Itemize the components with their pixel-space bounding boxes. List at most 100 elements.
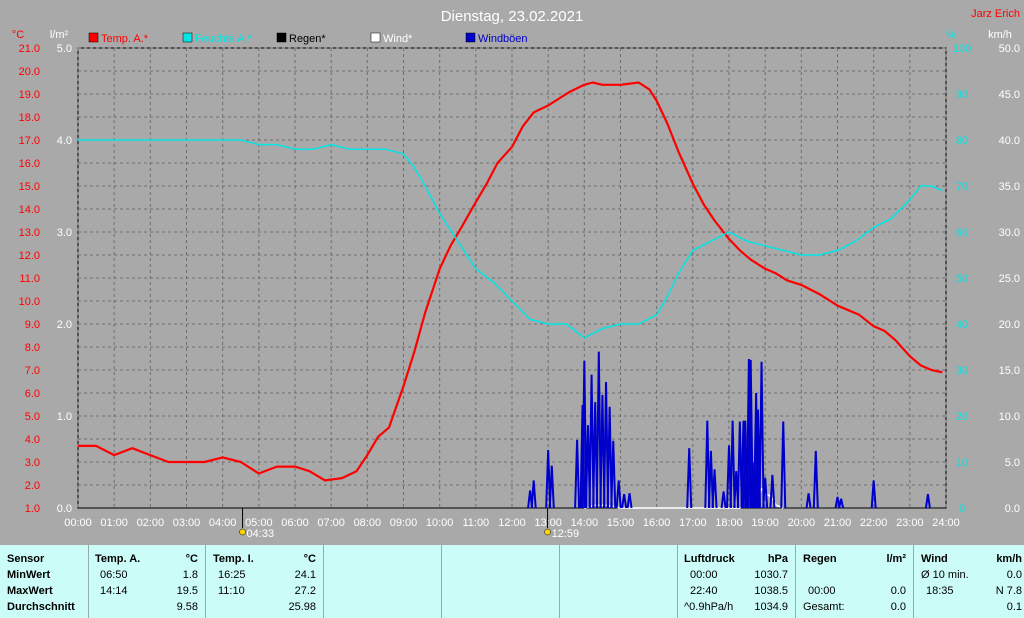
rain-max-time: 00:00: [808, 585, 836, 597]
humidity-tick-label: 100: [953, 43, 971, 55]
axes-labels: 21.0 20.0 19.0 18.0 17.0 16.0 15.0 14.0 13.0 12.0…: [12, 8, 1020, 540]
humidity-unit-label: %: [946, 29, 956, 41]
rain-tick-label: 2.0: [57, 319, 72, 331]
pressure-unit: hPa: [767, 553, 788, 565]
wind-unit-label: km/h: [988, 29, 1012, 41]
time-tick-label: 02:00: [137, 517, 165, 529]
summary-table: Sensor MinWert MaxWert Durchschnitt Temp…: [0, 545, 1024, 618]
time-tick-label: 23:00: [896, 517, 924, 529]
temp-a-avg: 9.58: [176, 601, 198, 613]
windboeen-burst: [704, 420, 711, 509]
legend-label: Windböen: [478, 33, 528, 45]
windboeen-burst: [686, 448, 693, 509]
humidity-tick-label: 70: [956, 181, 968, 193]
legend-label: Wind*: [383, 33, 413, 45]
time-tick-label: 18:00: [715, 517, 743, 529]
wind-min: 0.0: [1006, 569, 1022, 581]
pressure-header: Luftdruck: [684, 553, 735, 565]
temp-tick-label: 11.0: [19, 273, 40, 285]
wind-unit: km/h: [996, 553, 1022, 565]
wind-tick-label: 30.0: [999, 227, 1020, 239]
legend-label: Feuchte A.*: [195, 33, 253, 45]
humidity-tick-label: 50: [956, 273, 968, 285]
windboeen-burst: [834, 496, 841, 509]
temp-tick-label: 16.0: [19, 158, 40, 170]
temp-tick-label: 7.0: [25, 365, 40, 377]
windboeen-burst: [924, 494, 931, 509]
legend-swatch: [182, 32, 193, 43]
windboeen-burst: [780, 421, 787, 509]
sunrise-label: 04:33: [247, 528, 275, 540]
sunset-label: 12:59: [552, 528, 580, 540]
windboeen-burst: [574, 439, 581, 509]
windboeen-burst: [603, 381, 610, 509]
temp-tick-label: 14.0: [19, 204, 40, 216]
time-tick-label: 20:00: [788, 517, 816, 529]
temp-tick-label: 20.0: [19, 66, 40, 78]
time-tick-label: 09:00: [390, 517, 418, 529]
legend-swatch: [465, 32, 476, 43]
temp-tick-label: 8.0: [25, 342, 40, 354]
temp-tick-label: 5.0: [25, 411, 40, 423]
windboeen-burst: [545, 450, 552, 509]
rain-tick-label: 5.0: [57, 43, 72, 55]
windboeen-burst: [626, 493, 633, 509]
humidity-tick-label: 90: [956, 89, 968, 101]
wind-max: N 7.8: [995, 585, 1022, 597]
temp-tick-label: 21.0: [19, 43, 40, 55]
time-tick-label: 03:00: [173, 517, 201, 529]
legend-label: Temp. A.*: [101, 33, 149, 45]
pressure-avg: 1034.9: [754, 601, 788, 613]
pressure-trend: ^0.9hPa/h: [684, 601, 734, 613]
time-tick-label: 08:00: [354, 517, 382, 529]
humidity-tick-label: 10: [956, 457, 968, 469]
windboeen-burst: [615, 480, 622, 509]
temp-i-max-time: 11:10: [218, 585, 245, 597]
legend-swatch: [88, 32, 99, 43]
rain-tick-label: 1.0: [57, 411, 72, 423]
temp-tick-label: 2.0: [25, 480, 40, 492]
windboeen-burst: [769, 474, 776, 509]
temp-tick-label: 13.0: [19, 227, 40, 239]
temp-tick-label: 4.0: [25, 434, 40, 446]
temp-i-unit: °C: [303, 553, 316, 565]
windboeen-burst: [711, 469, 718, 509]
pressure-max-time: 22:40: [690, 585, 718, 597]
windboeen-burst: [588, 374, 595, 509]
time-tick-label: 19:00: [751, 517, 779, 529]
rain-total-label: Gesamt:: [803, 601, 845, 613]
wind-max-time: 18:35: [926, 585, 954, 597]
wind-tick-label: 5.0: [1005, 457, 1020, 469]
time-tick-label: 22:00: [860, 517, 888, 529]
row-label-min: MinWert: [7, 569, 51, 581]
humidity-tick-label: 30: [956, 365, 968, 377]
temp-tick-label: 15.0: [19, 181, 40, 193]
windboeen-burst: [707, 450, 714, 509]
time-tick-label: 01:00: [100, 517, 128, 529]
temp-tick-label: 18.0: [19, 112, 40, 124]
windboeen-burst: [581, 360, 588, 509]
wind-header: Wind: [921, 553, 948, 565]
legend-label: Regen*: [289, 33, 326, 45]
windboeen-burst: [805, 493, 812, 509]
wind-tick-label: 20.0: [999, 319, 1020, 331]
sunrise-icon: [239, 528, 246, 536]
humidity-tick-label: 60: [956, 227, 968, 239]
chart-grid: [77, 47, 947, 509]
time-tick-label: 05:00: [245, 517, 273, 529]
temp-tick-label: 3.0: [25, 457, 40, 469]
temp-tick-label: 10.0: [19, 296, 40, 308]
temp-i-max: 27.2: [294, 585, 316, 597]
rain-unit: l/m²: [886, 553, 906, 565]
plot-area: [78, 81, 946, 509]
wind-avg-period: Ø 10 min.: [921, 569, 969, 581]
windboeen-burst: [530, 480, 537, 509]
windboeen-burst: [812, 450, 819, 509]
row-label-avg: Durchschnitt: [7, 601, 75, 613]
temp-a-max-time: 14:14: [100, 585, 128, 597]
wind-tick-label: 40.0: [999, 135, 1020, 147]
time-tick-label: 00:00: [64, 517, 92, 529]
pressure-min-time: 00:00: [690, 569, 718, 581]
time-tick-label: 21:00: [824, 517, 852, 529]
windboeen-burst: [729, 420, 736, 509]
